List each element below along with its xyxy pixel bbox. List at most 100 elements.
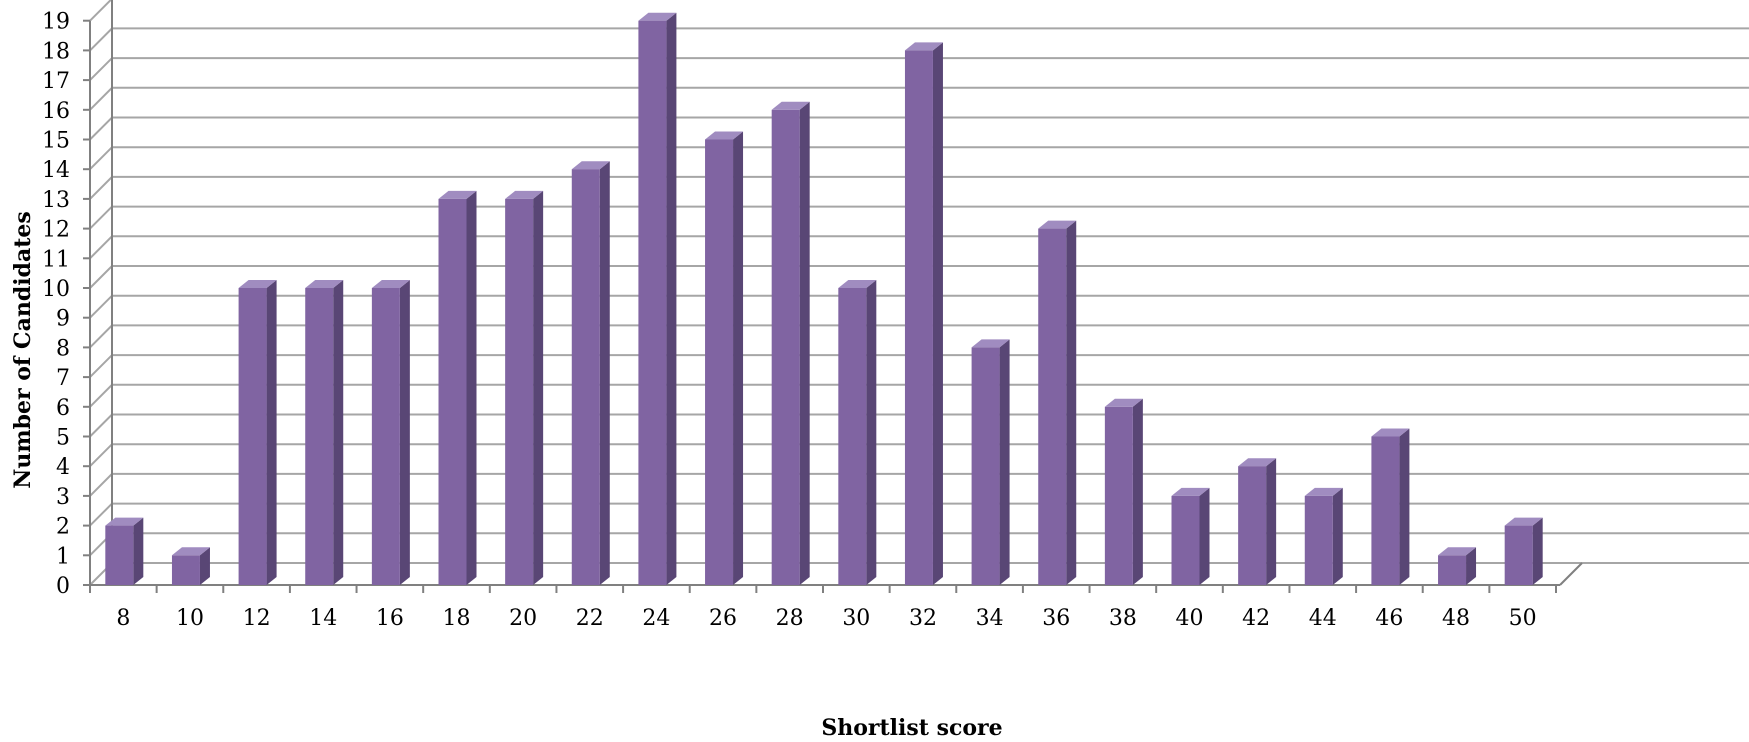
- x-tick-label: 46: [1375, 606, 1403, 631]
- bar-50: [1504, 517, 1543, 585]
- bar-top: [971, 339, 1010, 348]
- bar-front: [1438, 555, 1467, 585]
- bar-top: [305, 280, 344, 288]
- bar-front: [638, 20, 667, 585]
- bar-top: [904, 42, 943, 51]
- bar-22: [571, 161, 610, 585]
- bar-top: [105, 517, 144, 526]
- bar-side: [999, 339, 1010, 585]
- bar-front: [171, 555, 200, 585]
- y-tick-label: 3: [56, 485, 70, 510]
- bar-front: [571, 169, 600, 585]
- bar-top: [1238, 458, 1277, 467]
- y-tick-label: 1: [56, 544, 70, 569]
- bar-front: [1238, 466, 1267, 585]
- bar-side: [466, 190, 477, 585]
- bar-front: [838, 288, 867, 585]
- bar-46: [1371, 428, 1410, 585]
- bar-32: [904, 42, 943, 585]
- bar-40: [1171, 487, 1210, 585]
- bar-side: [533, 190, 544, 585]
- bar-28: [771, 101, 810, 586]
- x-tick-label: 12: [243, 606, 271, 631]
- y-tick-label: 7: [56, 366, 70, 391]
- bar-48: [1438, 547, 1477, 585]
- bar-side: [1066, 220, 1077, 585]
- y-tick-label: 18: [42, 39, 70, 64]
- bar-side: [333, 280, 344, 585]
- bar-top: [1304, 487, 1343, 496]
- bar-12: [238, 280, 277, 585]
- bar-top: [1104, 398, 1143, 407]
- y-tick-label: 6: [56, 396, 70, 421]
- bar-18: [438, 190, 477, 585]
- bar-side: [1266, 458, 1277, 585]
- bar-side: [666, 12, 677, 585]
- x-tick-label: 10: [176, 606, 204, 631]
- bar-front: [904, 50, 933, 585]
- x-tick-label: 34: [976, 606, 1004, 631]
- bar-10: [171, 547, 210, 585]
- bar-36: [1038, 220, 1077, 585]
- bar-front: [238, 288, 267, 585]
- bar-side: [1132, 398, 1143, 585]
- bar-side: [866, 280, 877, 585]
- bar-top: [438, 190, 477, 199]
- bar-front: [771, 109, 800, 586]
- x-axis-title: Shortlist score: [821, 715, 1002, 741]
- bar-top: [571, 161, 610, 170]
- bar-top: [1171, 487, 1210, 496]
- bar-side: [1466, 547, 1477, 585]
- y-tick-label: 11: [42, 247, 70, 272]
- bar-top: [838, 280, 877, 288]
- bars: [105, 12, 1543, 586]
- y-tick-label: 14: [42, 158, 70, 183]
- bar-24: [638, 12, 677, 585]
- bar-front: [971, 347, 1000, 585]
- y-tick-label: 10: [42, 277, 70, 302]
- x-tick-labels: 8 10 12 14 16 18 20 22 24 26 28 30 32 34 36 38 40 42 44 46 4…: [89, 585, 1557, 631]
- bar-side: [1399, 428, 1410, 585]
- bar-42: [1238, 458, 1277, 585]
- bar-8: [105, 517, 144, 585]
- bar-front: [371, 288, 400, 585]
- bar-top: [238, 280, 277, 288]
- bar-side: [133, 517, 144, 585]
- bar-38: [1104, 398, 1143, 585]
- y-tick-label: 0: [56, 574, 70, 599]
- x-tick-label: 48: [1442, 606, 1470, 631]
- bar-top: [638, 12, 677, 21]
- bar-top: [705, 131, 744, 140]
- bar-20: [505, 190, 544, 585]
- bar-front: [1171, 495, 1200, 585]
- y-axis-title: Number of Candidates: [10, 211, 36, 489]
- bar-side: [1332, 487, 1343, 585]
- gridline: [89, 0, 113, 22]
- bar-16: [371, 280, 410, 585]
- bar-34: [971, 339, 1010, 585]
- x-tick-label: 50: [1509, 606, 1537, 631]
- bar-top: [371, 280, 410, 288]
- bar-front: [105, 525, 134, 585]
- bar-side: [1199, 487, 1210, 585]
- y-tick-label: 5: [56, 426, 70, 451]
- x-tick-label: 30: [842, 606, 870, 631]
- bar-side: [733, 131, 744, 585]
- bar-front: [505, 198, 534, 585]
- bar-front: [1104, 406, 1133, 585]
- bar-front: [705, 139, 734, 585]
- bar-side: [199, 547, 210, 585]
- bar-top: [1438, 547, 1477, 556]
- x-tick-label: 44: [1309, 606, 1337, 631]
- x-tick-label: 20: [509, 606, 537, 631]
- x-tick-label: 36: [1042, 606, 1070, 631]
- bar-top: [1504, 517, 1543, 526]
- y-tick-label: 19: [42, 10, 70, 35]
- bar-front: [1371, 436, 1400, 585]
- x-tick-label: 40: [1176, 606, 1204, 631]
- x-axis-depth: [1559, 562, 1583, 586]
- bar-top: [505, 190, 544, 199]
- bar-top: [1371, 428, 1410, 437]
